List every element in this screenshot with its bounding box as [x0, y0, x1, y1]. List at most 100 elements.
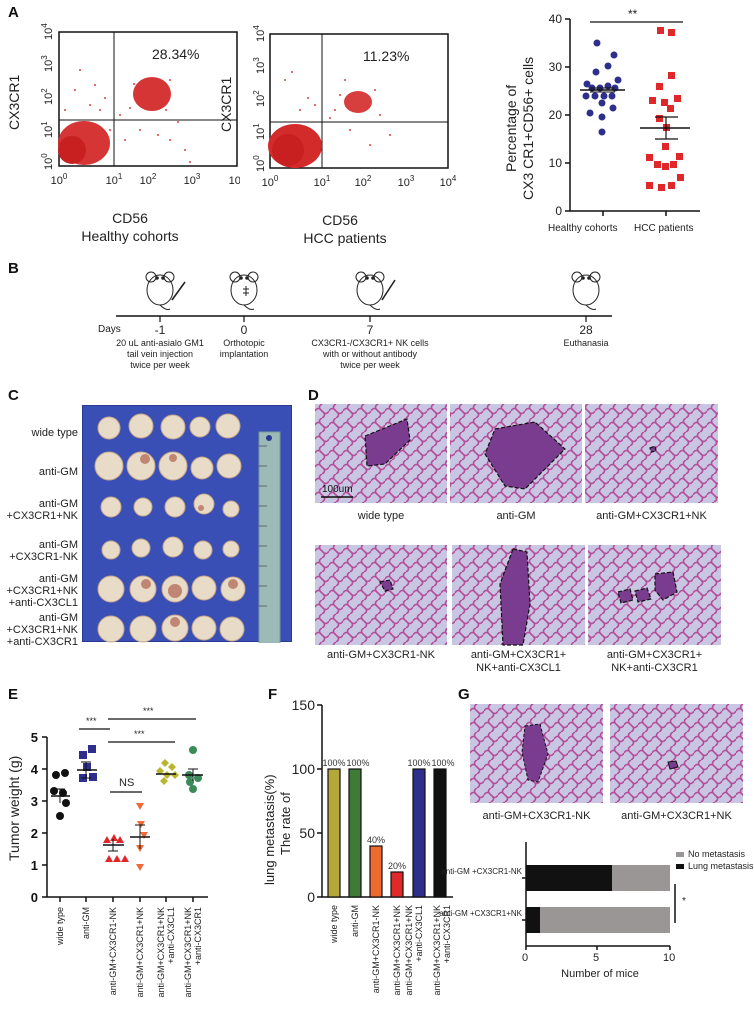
row-label-line: +CX3CR1-NK	[9, 551, 78, 563]
flow-group-healthy: Healthy cohorts	[81, 228, 179, 244]
flow-ylabel-hcc: CX3CR1	[218, 76, 234, 132]
sig-marker: ***	[86, 716, 97, 726]
svg-text:anti-GM+CX3CR1+NK: anti-GM+CX3CR1+NK	[392, 905, 402, 996]
svg-text:anti-GM+CX3CR1+NK: anti-GM+CX3CR1+NK	[432, 905, 442, 996]
svg-text:40%: 40%	[367, 835, 385, 845]
svg-text:100: 100	[252, 155, 267, 172]
svg-text:20: 20	[549, 108, 563, 122]
svg-text:anti-GM+CX3CR1+NK: anti-GM+CX3CR1+NK	[404, 905, 414, 996]
svg-text:wide type: wide type	[329, 905, 339, 944]
svg-text:100: 100	[292, 761, 316, 777]
panel-a-letter: A	[8, 4, 19, 21]
day-value: 28	[579, 323, 593, 337]
svg-text:1: 1	[31, 858, 38, 873]
metastasis-rate-chart: 150 100 50 0 100% 100% 40% 20% 100% 100% wide t…	[262, 675, 480, 1020]
tumor-photo-svg	[94, 413, 281, 648]
flow-percent-hcc: 11.23%	[363, 48, 410, 64]
bar-category-label: anti-GM +CX3CR1+NK	[439, 909, 522, 918]
significance-marker: **	[628, 7, 638, 21]
histology-caption: anti-GM+CX3CR1+ NK+anti-CX3CR1	[588, 649, 721, 675]
histology-g-images	[470, 704, 743, 803]
row-label-line: anti-GM	[38, 498, 78, 510]
xtick: 10	[663, 952, 676, 964]
svg-text:104: 104	[440, 174, 457, 189]
svg-text:anti-GM+CX3CR1-NK: anti-GM+CX3CR1-NK	[108, 907, 118, 995]
svg-text:+anti-CX3CL1: +anti-CX3CL1	[414, 905, 424, 962]
xtick: 5	[593, 952, 600, 964]
panel-d-letter: D	[308, 387, 319, 404]
desc-line: CX3CR1-/CX3CR1+ NK cells	[311, 338, 429, 348]
row-label-line: +anti-CX3CL1	[8, 597, 78, 609]
caption-line: anti-GM+CX3CR1+	[606, 649, 703, 661]
svg-text:100%: 100%	[431, 758, 454, 768]
flow-group-hcc: HCC patients	[303, 230, 387, 246]
g-caption: anti-GM+CX3CR1+NK	[621, 810, 732, 822]
caption-line: anti-GM+CX3CR1+	[470, 649, 567, 661]
svg-text:100: 100	[51, 172, 68, 187]
svg-text:0: 0	[31, 890, 38, 905]
svg-text:wide type: wide type	[55, 907, 65, 946]
flow-plot-hcc: 100 101 102 103 104 100 101 102 103 104 …	[218, 10, 480, 250]
svg-text:+anti-CX3CR1: +anti-CX3CR1	[193, 907, 203, 965]
histology-caption: anti-GM+CX3CR1+NK	[596, 510, 707, 522]
svg-text:anti-GM+CX3CR1+NK: anti-GM+CX3CR1+NK	[183, 907, 193, 998]
panel-e-letter: E	[8, 686, 19, 703]
svg-text:100: 100	[262, 174, 279, 189]
flow-xlabel-healthy: CD56	[112, 210, 148, 226]
svg-text:+anti-CX3CR1: +anti-CX3CR1	[442, 905, 452, 963]
row-label-line: +CX3CR1+NK	[6, 510, 78, 522]
svg-text:10: 10	[549, 156, 563, 170]
desc-line: with or without antibody	[322, 349, 418, 359]
histology-images	[315, 404, 721, 646]
f-ylabel-line2: lung metastasis(%)	[262, 774, 277, 885]
svg-text:anti-GM+CX3CR1+NK: anti-GM+CX3CR1+NK	[135, 907, 145, 998]
svg-text:103: 103	[184, 172, 201, 187]
desc-line: twice per week	[340, 360, 400, 370]
svg-text:102: 102	[355, 174, 372, 189]
scatter-xtick-hcc: HCC patients	[634, 223, 694, 234]
cx3cr1-scatter-plot: 40 30 20 10 0	[549, 12, 700, 218]
svg-text:101: 101	[106, 172, 123, 187]
svg-text:103: 103	[252, 57, 267, 74]
histology-caption: anti-GM+CX3CR1-NK	[327, 649, 435, 661]
flow-cytometry-plot: 100 101 102 103 104 100 101 102 103 104	[252, 25, 457, 189]
legend-no-metastasis: No metastasis	[688, 849, 746, 859]
scatter-xtick-healthy: Healthy cohorts	[548, 223, 618, 234]
mouse-icons	[145, 271, 601, 310]
scatter-ylabel-line1: Percentage of	[503, 84, 519, 172]
row-label-line: anti-GM	[38, 573, 78, 585]
svg-text:104: 104	[229, 172, 240, 187]
sig-marker: ***	[134, 729, 145, 739]
row-label-line: +CX3CR1+NK	[6, 624, 78, 636]
panel-c-letter: C	[8, 387, 19, 404]
mice-count-chart: No metastasis Lung metastasis * anti-GM …	[439, 840, 754, 1020]
bar-category: anti-GM +CX3CR1+NK	[439, 909, 522, 919]
svg-text:103: 103	[40, 55, 55, 72]
svg-text:100%: 100%	[346, 758, 369, 768]
timepoint-desc: 20 uL anti-asialo GM1 tail vein injectio…	[100, 338, 220, 371]
xtick: 0	[522, 952, 529, 964]
timepoint-desc: Euthanasia	[563, 338, 609, 348]
scatter-chart-a: 40 30 20 10 0	[500, 0, 754, 250]
g-caption: anti-GM+CX3CR1-NK	[482, 810, 591, 822]
panel-f-letter: F	[268, 686, 278, 703]
legend-lung-metastasis: Lung metastasis	[688, 861, 754, 871]
flow-xlabel-hcc: CD56	[322, 212, 358, 228]
svg-text:2: 2	[31, 826, 38, 841]
day-value: -1	[154, 323, 166, 337]
row-label: anti-GM +CX3CR1+NK	[6, 498, 78, 522]
svg-text:100%: 100%	[407, 758, 430, 768]
sig-marker: ***	[143, 706, 154, 716]
desc-line: implantation	[219, 349, 269, 359]
svg-text:+anti-CX3CL1: +anti-CX3CL1	[166, 907, 176, 964]
e-ylabel: Tumor weight (g)	[6, 755, 22, 861]
svg-text:104: 104	[40, 23, 55, 40]
row-label: anti-GM +CX3CR1+NK +anti-CX3CL1	[6, 573, 78, 609]
panel-g-letter: G	[458, 686, 470, 703]
svg-text:0: 0	[307, 889, 315, 905]
svg-text:101: 101	[40, 121, 55, 138]
row-label-line: +CX3CR1+NK	[6, 585, 78, 597]
bar-category-label: anti-GM +CX3CR1-NK	[441, 867, 522, 876]
svg-text:5: 5	[31, 730, 38, 745]
